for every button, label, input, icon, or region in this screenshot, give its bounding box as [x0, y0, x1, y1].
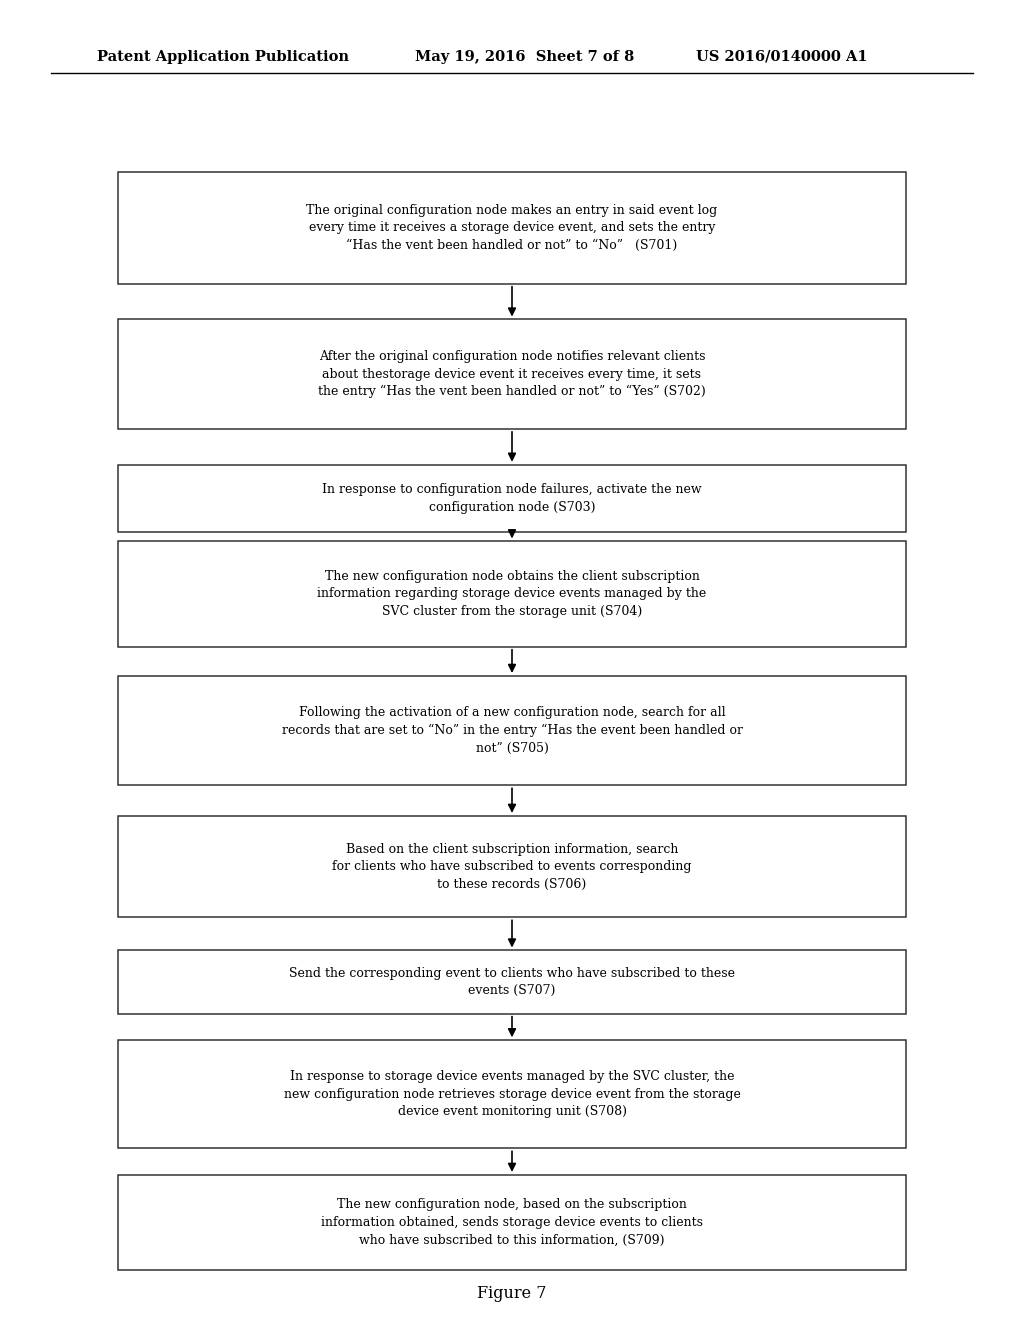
Text: The new configuration node obtains the client subscription
information regarding: The new configuration node obtains the c… [317, 570, 707, 618]
Text: Based on the client subscription information, search
for clients who have subscr: Based on the client subscription informa… [332, 842, 692, 891]
Text: In response to storage device events managed by the SVC cluster, the
new configu: In response to storage device events man… [284, 1071, 740, 1118]
Bar [118, 1175, 906, 1270]
Bar [118, 816, 906, 917]
Bar [118, 465, 906, 532]
Bar [118, 950, 906, 1014]
Text: US 2016/0140000 A1: US 2016/0140000 A1 [696, 50, 868, 63]
Bar [118, 541, 906, 647]
Text: May 19, 2016  Sheet 7 of 8: May 19, 2016 Sheet 7 of 8 [415, 50, 634, 63]
Bar [118, 676, 906, 785]
Text: In response to configuration node failures, activate the new
configuration node : In response to configuration node failur… [323, 483, 701, 513]
Bar [118, 1040, 906, 1148]
Text: After the original configuration node notifies relevant clients
about thestorage: After the original configuration node no… [318, 350, 706, 399]
Text: Figure 7: Figure 7 [477, 1286, 547, 1302]
Text: The original configuration node makes an entry in said event log
every time it r: The original configuration node makes an… [306, 203, 718, 252]
Text: Following the activation of a new configuration node, search for all
records tha: Following the activation of a new config… [282, 706, 742, 755]
Text: Send the corresponding event to clients who have subscribed to these
events (S70: Send the corresponding event to clients … [289, 966, 735, 998]
Bar [118, 172, 906, 284]
Bar [118, 319, 906, 429]
Text: Patent Application Publication: Patent Application Publication [97, 50, 349, 63]
Text: The new configuration node, based on the subscription
information obtained, send: The new configuration node, based on the… [321, 1199, 703, 1246]
